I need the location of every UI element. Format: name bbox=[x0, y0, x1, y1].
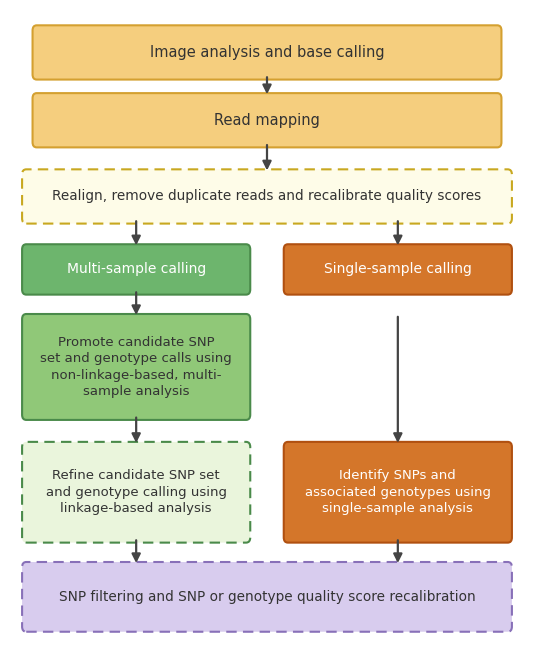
Text: Refine candidate SNP set
and genotype calling using
linkage-based analysis: Refine candidate SNP set and genotype ca… bbox=[46, 469, 226, 515]
FancyBboxPatch shape bbox=[22, 169, 512, 223]
FancyBboxPatch shape bbox=[284, 442, 512, 542]
FancyBboxPatch shape bbox=[33, 93, 501, 148]
Text: Read mapping: Read mapping bbox=[214, 113, 320, 128]
Text: Image analysis and base calling: Image analysis and base calling bbox=[150, 45, 384, 60]
Text: Promote candidate SNP
set and genotype calls using
non-linkage-based, multi-
sam: Promote candidate SNP set and genotype c… bbox=[40, 335, 232, 398]
FancyBboxPatch shape bbox=[22, 442, 250, 542]
FancyBboxPatch shape bbox=[284, 244, 512, 295]
Text: Multi-sample calling: Multi-sample calling bbox=[67, 262, 206, 276]
Text: Realign, remove duplicate reads and recalibrate quality scores: Realign, remove duplicate reads and reca… bbox=[52, 189, 482, 204]
FancyBboxPatch shape bbox=[22, 314, 250, 420]
FancyBboxPatch shape bbox=[22, 562, 512, 632]
Text: Identify SNPs and
associated genotypes using
single-sample analysis: Identify SNPs and associated genotypes u… bbox=[305, 469, 491, 515]
Text: Single-sample calling: Single-sample calling bbox=[324, 262, 472, 276]
FancyBboxPatch shape bbox=[33, 25, 501, 80]
FancyBboxPatch shape bbox=[22, 244, 250, 295]
Text: SNP filtering and SNP or genotype quality score recalibration: SNP filtering and SNP or genotype qualit… bbox=[59, 590, 475, 604]
